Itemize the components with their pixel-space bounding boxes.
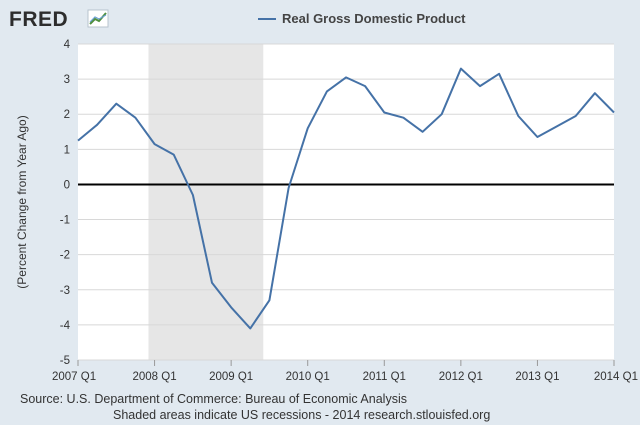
y-tick-label: -1: [60, 215, 70, 227]
fred-logo: FRED: [9, 8, 109, 31]
y-tick-label: 2: [64, 109, 70, 121]
x-tick-label: 2010 Q1: [286, 371, 330, 383]
y-tick-label: -2: [60, 250, 70, 262]
series-line-real-gdp: [77, 67, 615, 330]
x-axis-ticks: 2007 Q1 2008 Q1 2009 Q1 2010 Q1 2011 Q1 2012 …: [52, 360, 638, 383]
legend: Real Gross Domestic Product: [258, 11, 466, 26]
y-tick-label: -5: [60, 355, 70, 367]
y-tick-label: 0: [64, 179, 70, 191]
x-tick-label: 2009 Q1: [209, 371, 253, 383]
logo-text: FRED: [9, 8, 68, 31]
y-axis-label: (Percent Change from Year Ago): [15, 115, 29, 288]
x-tick-label: 2011 Q1: [363, 371, 406, 383]
x-tick-label: 2012 Q1: [439, 371, 483, 383]
x-tick-label: 2008 Q1: [133, 371, 177, 383]
y-tick-label: -4: [60, 320, 71, 332]
y-tick-label: 1: [64, 144, 70, 156]
x-tick-label: 2007 Q1: [52, 371, 96, 383]
y-tick-label: 4: [64, 39, 71, 51]
logo-chart-icon: [87, 9, 109, 28]
recession-note: Shaded areas indicate US recessions - 20…: [113, 408, 490, 422]
y-tick-label: -3: [60, 285, 70, 297]
gridlines: [78, 43, 614, 361]
x-tick-label: 2013 Q1: [515, 371, 559, 383]
x-tick-label: 2014 Q1: [594, 371, 638, 383]
recession-shading: [148, 44, 264, 360]
source-note: Source: U.S. Department of Commerce: Bur…: [20, 392, 407, 406]
legend-label: Real Gross Domestic Product: [282, 11, 466, 26]
y-tick-label: 3: [64, 74, 70, 86]
y-axis-ticks: -5 -4 -3 -2 -1 0 1 2 3 4: [60, 39, 71, 367]
